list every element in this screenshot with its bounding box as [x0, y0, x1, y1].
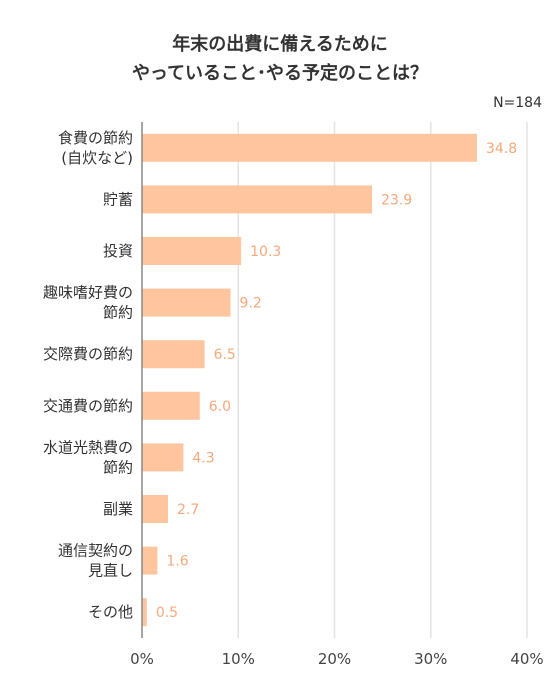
x-tick-label: 40%	[510, 650, 543, 668]
value-label: 9.2	[240, 296, 262, 312]
chart-title-line-2: やっていること･やる予定のことは？	[132, 62, 428, 84]
bars	[142, 133, 477, 627]
x-tick-label: 0%	[130, 650, 154, 668]
value-label: 1.6	[166, 554, 188, 570]
category-label: 節約	[103, 458, 133, 476]
x-tick-label: 20%	[318, 650, 351, 668]
category-labels: 食費の節約(自炊など)貯蓄投資趣味嗜好費の節約交際費の節約交通費の節約水道光熱費…	[43, 129, 133, 621]
category-label: 投資	[103, 242, 133, 260]
x-axis-ticks: 0% 10% 20% 30% 40%	[130, 650, 544, 668]
bar	[142, 546, 158, 575]
chart-title-line-1: 年末の出費に備えるために	[172, 33, 387, 55]
bar	[142, 391, 200, 420]
category-label: 食費の節約	[58, 129, 133, 147]
category-label: 交際費の節約	[43, 345, 133, 363]
bar	[142, 133, 477, 162]
category-label: (自炊など)	[61, 149, 133, 167]
bar	[142, 495, 168, 523]
category-label: 通信契約の	[58, 542, 133, 560]
value-label: 0.5	[156, 605, 178, 621]
value-label: 34.8	[486, 141, 517, 157]
value-labels: 34.8 23.9 10.3 9.2 6.5 6.0 4.3 2.7 1.6 0.5	[156, 141, 517, 621]
value-label: 4.3	[192, 450, 214, 466]
x-tick-label: 10%	[222, 650, 255, 668]
category-label: 趣味嗜好費の	[43, 284, 133, 302]
bar	[142, 340, 205, 369]
sample-size-label: N=184	[493, 95, 542, 111]
bar	[142, 443, 184, 472]
bar	[142, 237, 242, 265]
category-label: 交通費の節約	[43, 397, 133, 415]
category-label: 副業	[103, 500, 133, 518]
category-label: 節約	[103, 304, 133, 322]
value-label: 6.0	[209, 399, 231, 415]
category-label: その他	[88, 603, 133, 621]
category-label: 見直し	[88, 562, 133, 580]
bar	[142, 185, 373, 214]
x-tick-label: 30%	[414, 650, 447, 668]
value-label: 10.3	[250, 244, 281, 260]
bar	[142, 288, 231, 317]
value-label: 6.5	[214, 347, 236, 363]
value-label: 2.7	[177, 502, 199, 518]
category-label: 貯蓄	[103, 190, 133, 208]
bar	[142, 598, 147, 627]
value-label: 23.9	[381, 192, 412, 208]
category-label: 水道光熱費の	[43, 438, 133, 456]
